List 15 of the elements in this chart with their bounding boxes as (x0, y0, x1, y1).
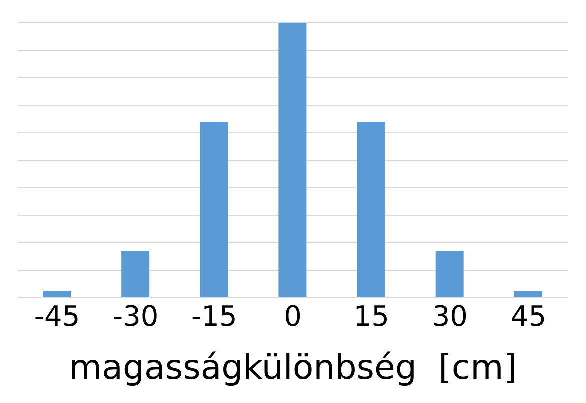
x-tick-label: 15 (354, 300, 390, 333)
bar (122, 251, 150, 298)
bar (43, 291, 71, 298)
bar (200, 122, 228, 298)
x-tick-label: -15 (192, 300, 238, 333)
bar (514, 291, 542, 298)
x-tick-label: 30 (432, 300, 468, 333)
x-tick-label: 0 (284, 300, 302, 333)
bar (357, 122, 386, 298)
x-axis-title: magasságkülönbség [cm] (68, 348, 518, 388)
bar (278, 23, 307, 298)
x-tick-label: -30 (112, 300, 159, 333)
bar (436, 251, 464, 298)
x-tick-label: 45 (510, 300, 547, 333)
x-tick-label: -45 (34, 300, 80, 333)
